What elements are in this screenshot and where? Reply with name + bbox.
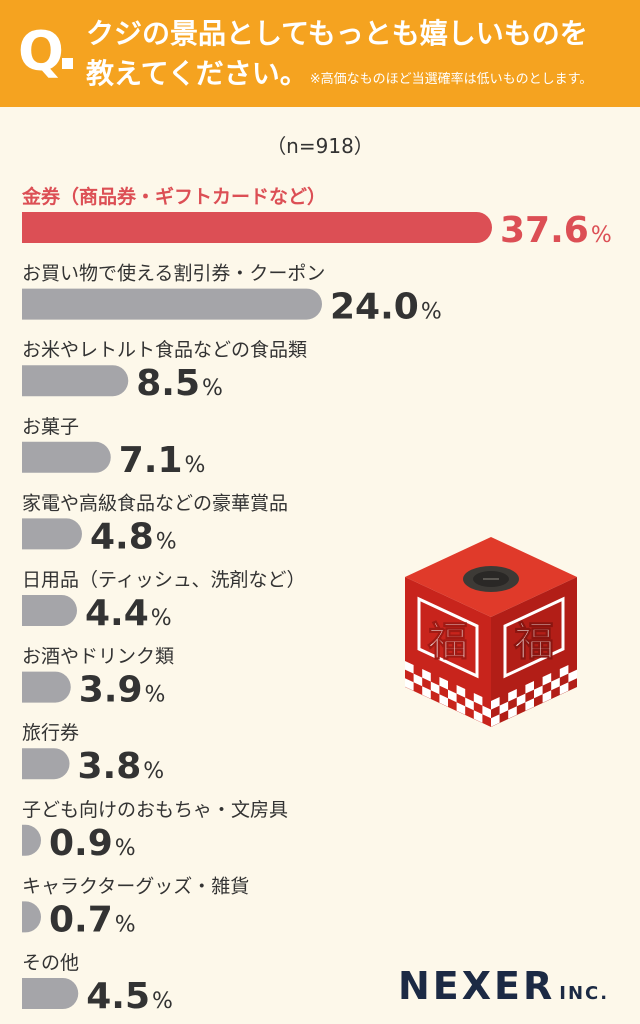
- category-label: 金券（商品券・ギフトカードなど）: [21, 185, 326, 208]
- category-label: その他: [22, 952, 79, 974]
- value-label: 4.4%: [85, 593, 172, 634]
- category-label: 日用品（ティッシュ、洗剤など）: [22, 569, 305, 591]
- bar: [22, 595, 77, 626]
- bar: [22, 518, 82, 550]
- bar: [22, 212, 492, 243]
- value-label: 4.5%: [86, 976, 173, 1017]
- value-label: 3.9%: [79, 670, 166, 711]
- lottery-box-icon: 福 福: [405, 537, 577, 727]
- bar: [22, 671, 71, 703]
- question-line-2-text: 教えてください。: [86, 57, 308, 90]
- sample-size: （n=918）: [266, 134, 374, 158]
- question-line-1: クジの景品としてもっとも嬉しいものを: [86, 17, 588, 50]
- value-label: 7.1%: [119, 440, 206, 481]
- question-header: Q クジの景品としてもっとも嬉しいものを 教えてください。 ※高価なものほど当選確…: [0, 0, 640, 107]
- bar: [22, 748, 70, 780]
- bar: [22, 978, 79, 1009]
- value-label: 37.6%: [500, 210, 612, 251]
- bar: [22, 901, 41, 933]
- category-label: 旅行券: [22, 722, 79, 744]
- value-label: 8.5%: [136, 363, 223, 404]
- category-label: 子ども向けのおもちゃ・文房具: [22, 799, 288, 821]
- value-label: 0.7%: [49, 899, 136, 940]
- bar: [22, 288, 322, 320]
- question-note: ※高価なものほど当選確率は低いものとします。: [309, 72, 593, 87]
- category-label: お酒やドリンク類: [22, 646, 174, 668]
- fuku-right-char: 福: [513, 619, 554, 665]
- nexer-logo: NEXER INC.: [398, 964, 609, 1008]
- category-label: お菓子: [22, 416, 79, 438]
- logo-main: NEXER: [398, 964, 556, 1008]
- fuku-left-char: 福: [427, 619, 468, 665]
- bar: [22, 365, 129, 397]
- value-label: 3.8%: [78, 746, 165, 787]
- logo-sub: INC.: [559, 983, 610, 1004]
- question-line-2: 教えてください。 ※高価なものほど当選確率は低いものとします。: [86, 56, 592, 98]
- q-dot: [62, 58, 73, 69]
- bar: [22, 824, 41, 856]
- bar: [22, 441, 111, 473]
- category-label: お米やレトルト食品などの食品類: [22, 339, 307, 361]
- value-label: 0.9%: [49, 823, 136, 864]
- q-mark: Q: [18, 20, 64, 83]
- value-label: 4.8%: [90, 516, 177, 557]
- category-label: 家電や高級食品などの豪華賞品: [22, 492, 288, 514]
- value-label: 24.0%: [330, 287, 442, 328]
- category-label: お買い物で使える割引券・クーポン: [22, 263, 325, 285]
- category-label: キャラクターグッズ・雑貨: [22, 875, 249, 897]
